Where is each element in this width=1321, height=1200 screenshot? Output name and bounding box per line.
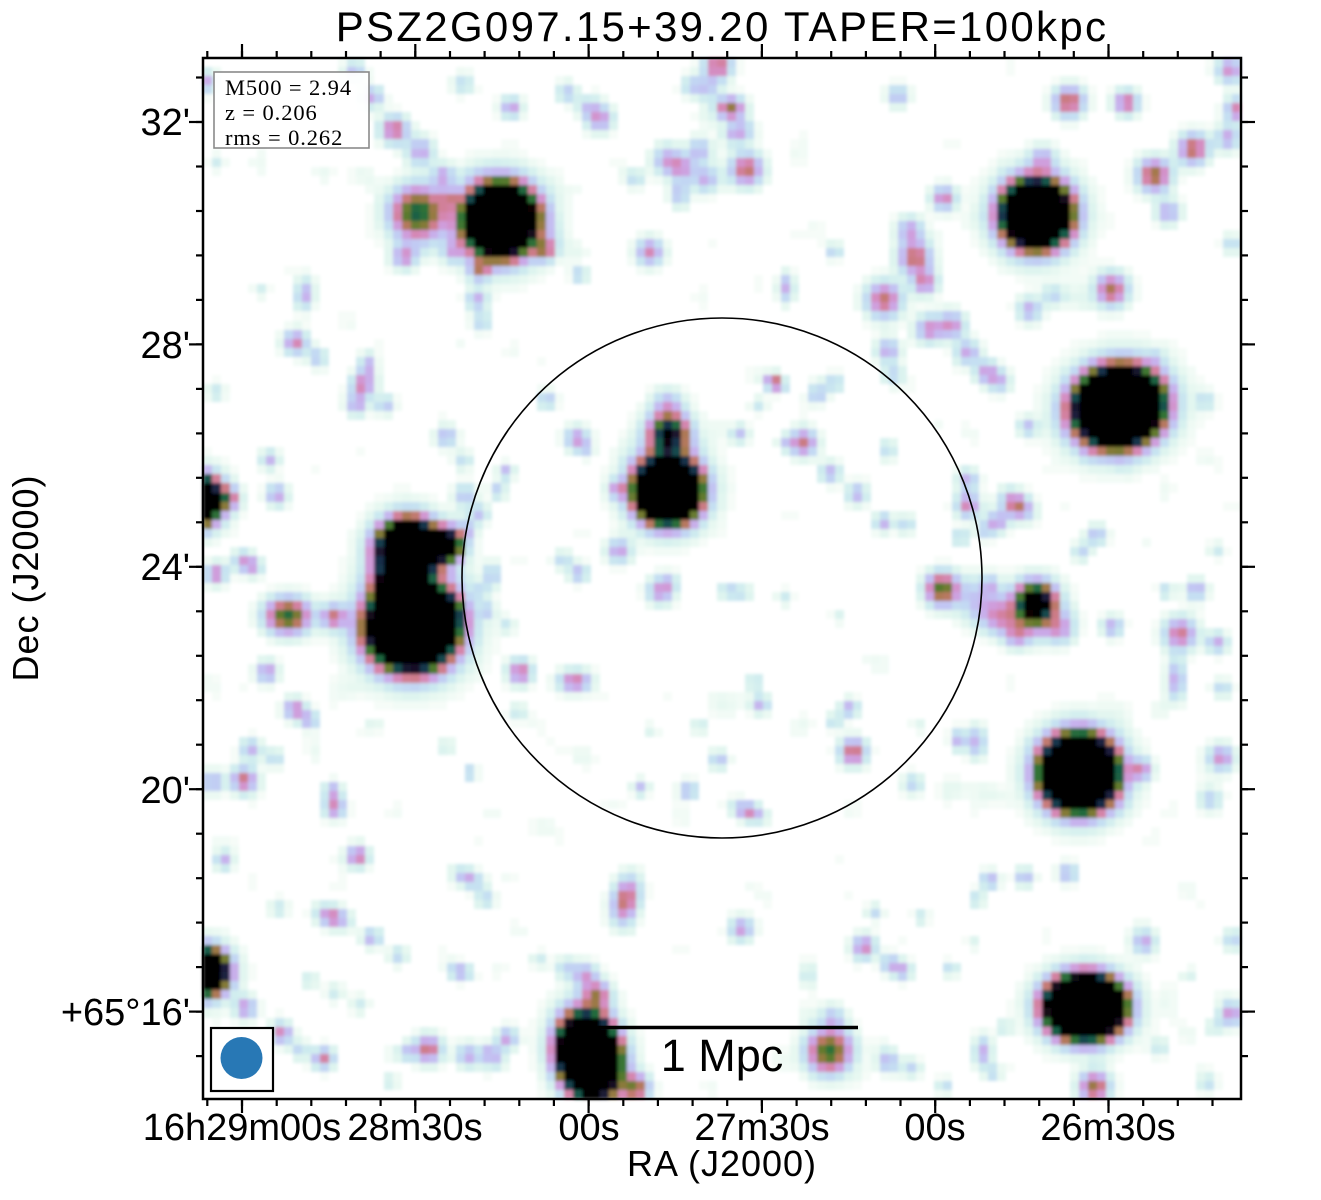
svg-text:z = 0.206: z = 0.206: [225, 100, 318, 125]
svg-text:27m30s: 27m30s: [694, 1107, 829, 1149]
svg-text:RA (J2000): RA (J2000): [627, 1143, 817, 1184]
svg-text:+65°16': +65°16': [61, 992, 190, 1034]
svg-text:26m30s: 26m30s: [1040, 1107, 1175, 1149]
svg-text:20': 20': [140, 770, 190, 812]
svg-text:PSZ2G097.15+39.20 TAPER=100kpc: PSZ2G097.15+39.20 TAPER=100kpc: [336, 3, 1109, 50]
svg-text:00s: 00s: [558, 1107, 619, 1149]
svg-text:28m30s: 28m30s: [347, 1107, 482, 1149]
svg-text:24': 24': [140, 547, 190, 589]
svg-text:16h29m00s: 16h29m00s: [143, 1107, 342, 1149]
svg-text:28': 28': [140, 325, 190, 367]
svg-text:Dec (J2000): Dec (J2000): [5, 474, 46, 681]
svg-text:rms = 0.262: rms = 0.262: [225, 125, 343, 150]
svg-text:32': 32': [140, 102, 190, 144]
svg-text:00s: 00s: [904, 1107, 965, 1149]
svg-text:M500 = 2.94: M500 = 2.94: [225, 75, 352, 100]
svg-text:1 Mpc: 1 Mpc: [661, 1030, 784, 1081]
